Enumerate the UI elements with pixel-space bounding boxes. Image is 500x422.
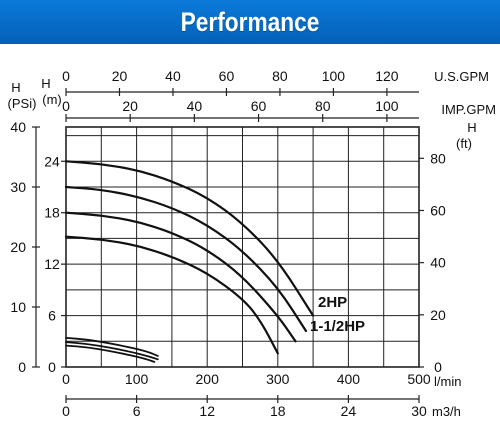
- left-axis-label-m: (m): [42, 92, 62, 107]
- left-axis-tick-label-m: 12: [44, 256, 60, 272]
- bottom-axis-tick-label: 30: [411, 403, 427, 419]
- bottom-axis-label-m3h: m3/h: [432, 404, 461, 419]
- left-axis-label-psi: (PSi): [8, 96, 37, 111]
- right-axis-tick-label-ft: 0: [434, 359, 442, 375]
- bottom-axis-tick-label: 0: [62, 371, 70, 387]
- left-axis-tick-label-psi: 0: [18, 359, 26, 375]
- top-axis-label-impgpm: IMP.GPM: [441, 102, 496, 117]
- left-axis-tick-label-psi: 40: [10, 119, 26, 135]
- top-axis-tick-label: 20: [112, 68, 128, 84]
- top-axis-tick-label: 80: [272, 68, 288, 84]
- pump-curve-1: [64, 160, 315, 317]
- pump-curve-5: [65, 337, 159, 357]
- top-axis-tick-label: 0: [62, 98, 70, 114]
- top-axis-tick-label: 100: [322, 68, 346, 84]
- pump-curve-4: [64, 235, 279, 355]
- left-axis-tick-label-m: 18: [44, 205, 60, 221]
- right-axis-tick-label-ft: 80: [430, 150, 446, 166]
- top-axis-tick-label: 60: [251, 98, 267, 114]
- bottom-axis-tick-label: 300: [266, 371, 290, 387]
- left-axis-tick-label-psi: 30: [10, 179, 26, 195]
- right-axis-tick-label-ft: 60: [430, 202, 446, 218]
- top-axis-tick-label: 120: [375, 68, 399, 84]
- curve-label: 2HP: [318, 294, 347, 311]
- top-axis-tick-label: 40: [187, 98, 203, 114]
- top-axis-tick-label: 0: [62, 68, 70, 84]
- bottom-axis-label-lmin: l/min: [434, 374, 461, 389]
- top-axis-tick-label: 80: [315, 98, 331, 114]
- bottom-axis-tick-label: 500: [407, 371, 431, 387]
- right-axis-tick-label-ft: 40: [430, 255, 446, 271]
- bottom-axis-tick-label: 400: [337, 371, 361, 387]
- left-axis-tick-label-psi: 20: [10, 239, 26, 255]
- bottom-axis-tick-label: 18: [270, 403, 286, 419]
- pump-curve-3: [64, 211, 297, 343]
- left-axis-tick-label-psi: 10: [10, 299, 26, 315]
- left-axis-tick-label-m: 6: [48, 308, 56, 324]
- top-axis-tick-label: 40: [165, 68, 181, 84]
- top-axis-tick-label: 20: [122, 98, 138, 114]
- bottom-axis-tick-label: 100: [125, 371, 149, 387]
- top-axis-tick-label: 100: [375, 98, 399, 114]
- left-axis-tick-label-m: 24: [44, 153, 60, 169]
- left-axis-tick-label-m: 0: [48, 359, 56, 375]
- title-banner: [0, 0, 500, 44]
- pump-curve-6: [65, 341, 159, 361]
- curve-label: 1-1/2HP: [310, 318, 365, 335]
- pump-curve-2: [64, 185, 308, 333]
- left-axis-label-psi: H: [11, 80, 20, 95]
- bottom-axis-tick-label: 200: [196, 371, 220, 387]
- top-axis-tick-label: 60: [219, 68, 235, 84]
- pump-curve-7: [65, 344, 156, 363]
- top-axis-label-usgpm: U.S.GPM: [434, 69, 489, 84]
- bottom-axis-tick-label: 0: [62, 403, 70, 419]
- plot-frame: [65, 126, 420, 368]
- page-title: Performance: [180, 7, 320, 37]
- right-axis-label-ft: (ft): [456, 136, 472, 151]
- right-axis-label-ft: H: [467, 120, 476, 135]
- left-axis-label-m: H: [41, 76, 50, 91]
- right-axis-tick-label-ft: 20: [430, 307, 446, 323]
- bottom-axis-tick-label: 12: [199, 403, 215, 419]
- bottom-axis-tick-label: 6: [133, 403, 141, 419]
- bottom-axis-tick-label: 24: [341, 403, 357, 419]
